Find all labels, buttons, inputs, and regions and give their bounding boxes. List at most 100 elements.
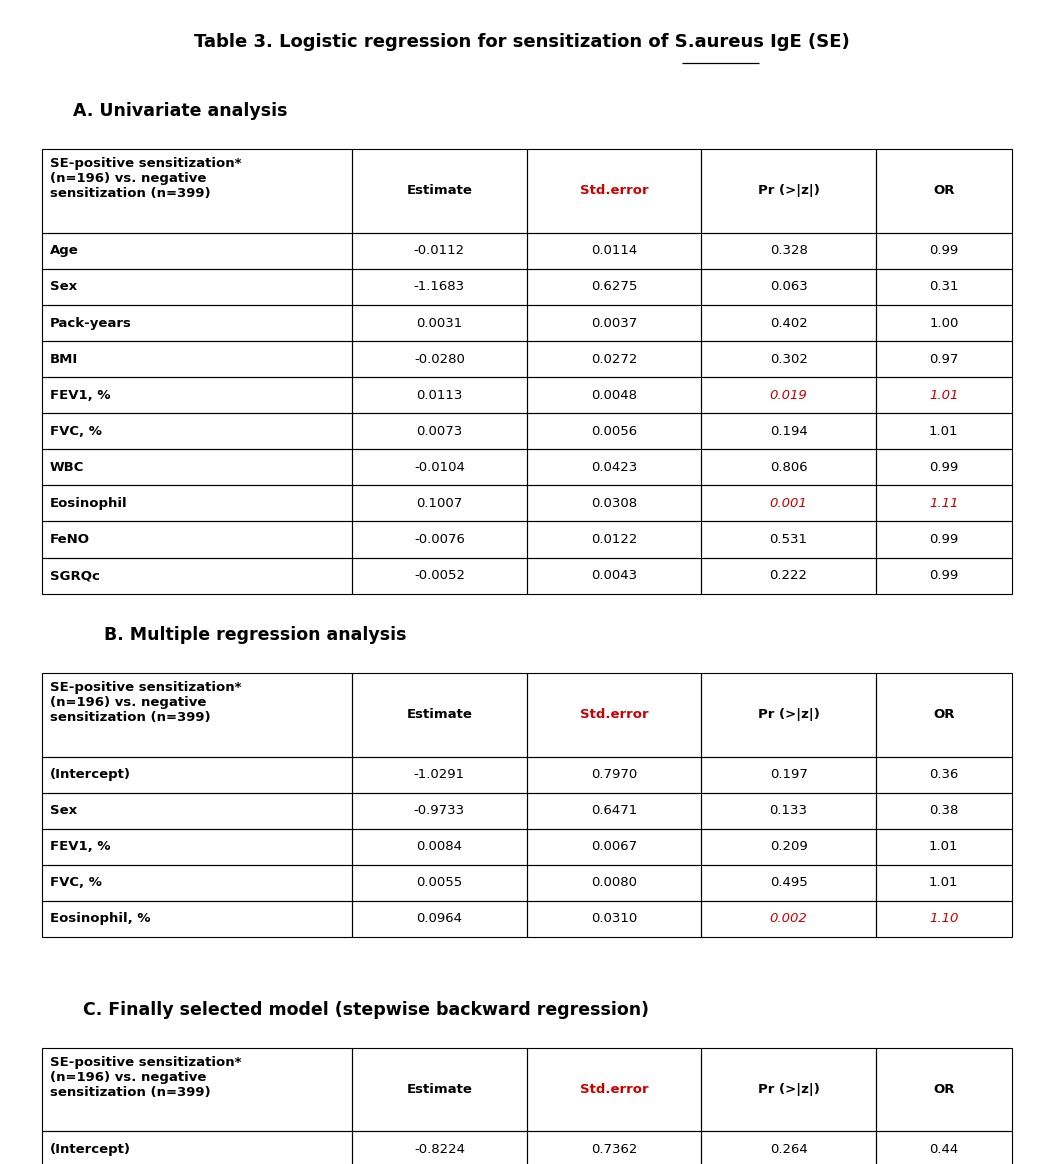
Bar: [42, 1131, 353, 1164]
Text: Estimate: Estimate: [407, 1083, 472, 1096]
Bar: [353, 485, 527, 521]
Bar: [42, 341, 353, 377]
Bar: [527, 865, 701, 901]
Bar: [42, 1048, 353, 1131]
Bar: [353, 149, 527, 233]
Bar: [701, 341, 876, 377]
Text: 0.0113: 0.0113: [416, 389, 463, 402]
Bar: [701, 269, 876, 305]
Bar: [876, 1048, 1012, 1131]
Text: Sex: Sex: [50, 804, 77, 817]
Bar: [353, 413, 527, 449]
Text: Age: Age: [50, 244, 79, 257]
Bar: [353, 673, 527, 757]
Text: 0.222: 0.222: [770, 569, 807, 582]
Text: 0.0056: 0.0056: [591, 425, 637, 438]
Text: 0.495: 0.495: [770, 876, 807, 889]
Text: 0.209: 0.209: [770, 840, 807, 853]
Text: FeNO: FeNO: [50, 533, 90, 546]
Text: 1.11: 1.11: [929, 497, 959, 510]
Bar: [876, 865, 1012, 901]
Bar: [527, 269, 701, 305]
Text: SGRQc: SGRQc: [50, 569, 100, 582]
Text: -1.1683: -1.1683: [414, 281, 465, 293]
Bar: [527, 901, 701, 937]
Bar: [527, 829, 701, 865]
Bar: [353, 558, 527, 594]
Text: Estimate: Estimate: [407, 708, 472, 722]
Text: 0.99: 0.99: [929, 533, 959, 546]
Text: 0.0084: 0.0084: [416, 840, 462, 853]
Bar: [42, 673, 353, 757]
Text: 0.99: 0.99: [929, 569, 959, 582]
Text: 0.0067: 0.0067: [591, 840, 637, 853]
Bar: [527, 485, 701, 521]
Bar: [527, 757, 701, 793]
Bar: [876, 793, 1012, 829]
Bar: [353, 269, 527, 305]
Text: 0.7970: 0.7970: [591, 768, 637, 781]
Text: 1.01: 1.01: [929, 876, 959, 889]
Bar: [353, 305, 527, 341]
Bar: [353, 757, 527, 793]
Text: 0.264: 0.264: [770, 1143, 807, 1156]
Bar: [42, 413, 353, 449]
Bar: [42, 865, 353, 901]
Text: Eosinophil: Eosinophil: [50, 497, 127, 510]
Bar: [876, 305, 1012, 341]
Text: 0.0031: 0.0031: [416, 317, 462, 329]
Text: 1.01: 1.01: [929, 840, 959, 853]
Text: Pack-years: Pack-years: [50, 317, 131, 329]
Text: OR: OR: [933, 708, 954, 722]
Bar: [527, 449, 701, 485]
Bar: [701, 233, 876, 269]
Text: FVC, %: FVC, %: [50, 876, 102, 889]
Bar: [701, 485, 876, 521]
Bar: [876, 829, 1012, 865]
Bar: [527, 1131, 701, 1164]
Bar: [42, 558, 353, 594]
Text: 0.001: 0.001: [770, 497, 807, 510]
Bar: [701, 305, 876, 341]
Text: Pr (>|z|): Pr (>|z|): [757, 708, 820, 722]
Bar: [353, 793, 527, 829]
Text: 0.31: 0.31: [929, 281, 959, 293]
Bar: [42, 449, 353, 485]
Text: 0.0073: 0.0073: [416, 425, 462, 438]
Text: 0.0308: 0.0308: [591, 497, 637, 510]
Text: 0.0272: 0.0272: [590, 353, 637, 365]
Text: 0.0080: 0.0080: [591, 876, 637, 889]
Text: 1.00: 1.00: [929, 317, 959, 329]
Text: -0.0076: -0.0076: [414, 533, 465, 546]
Text: SE-positive sensitization*
(n=196) vs. negative
sensitization (n=399): SE-positive sensitization* (n=196) vs. n…: [50, 157, 242, 200]
Bar: [527, 377, 701, 413]
Bar: [527, 233, 701, 269]
Bar: [527, 341, 701, 377]
Text: 0.328: 0.328: [770, 244, 807, 257]
Bar: [701, 865, 876, 901]
Bar: [353, 865, 527, 901]
Bar: [876, 233, 1012, 269]
Bar: [42, 269, 353, 305]
Bar: [527, 305, 701, 341]
Bar: [701, 449, 876, 485]
Bar: [701, 1048, 876, 1131]
Bar: [876, 1131, 1012, 1164]
Text: A. Univariate analysis: A. Univariate analysis: [73, 102, 288, 120]
Bar: [527, 1048, 701, 1131]
Text: -1.0291: -1.0291: [414, 768, 465, 781]
Text: 0.197: 0.197: [770, 768, 807, 781]
Bar: [42, 793, 353, 829]
Bar: [701, 149, 876, 233]
Text: 0.0114: 0.0114: [591, 244, 637, 257]
Text: Pr (>|z|): Pr (>|z|): [757, 184, 820, 198]
Bar: [527, 413, 701, 449]
Bar: [42, 521, 353, 558]
Text: 0.99: 0.99: [929, 461, 959, 474]
Text: FVC, %: FVC, %: [50, 425, 102, 438]
Text: 0.0122: 0.0122: [590, 533, 637, 546]
Text: 0.38: 0.38: [929, 804, 959, 817]
Bar: [353, 1048, 527, 1131]
Bar: [876, 757, 1012, 793]
Text: 0.36: 0.36: [929, 768, 959, 781]
